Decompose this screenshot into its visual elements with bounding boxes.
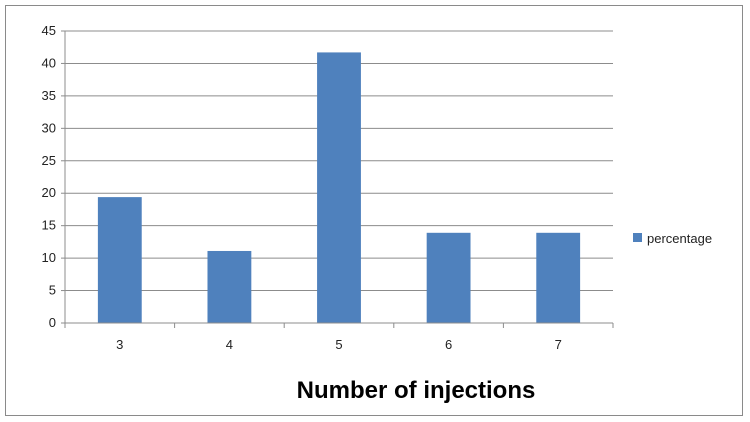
- x-axis-ticks: 3 4 5 6 7: [64, 323, 614, 352]
- bars: [97, 52, 581, 324]
- y-tick-label-35: 35: [42, 88, 56, 103]
- legend-swatch-percentage: [633, 233, 642, 242]
- x-tick-label-6: 6: [445, 337, 452, 352]
- y-tick-label-45: 45: [42, 23, 56, 38]
- bar-4: [207, 250, 252, 323]
- legend-label-percentage: percentage: [647, 231, 712, 246]
- x-tick-label-5: 5: [335, 337, 342, 352]
- bar-5: [317, 52, 361, 324]
- bar-7: [536, 232, 581, 323]
- y-tick-label-25: 25: [42, 153, 56, 168]
- y-tick-label-30: 30: [42, 120, 56, 135]
- legend: percentage: [633, 231, 712, 246]
- y-tick-label-5: 5: [49, 283, 56, 298]
- x-tick-label-4: 4: [226, 337, 233, 352]
- y-tick-label-15: 15: [42, 218, 56, 233]
- axes: [64, 31, 613, 324]
- x-tick-label-3: 3: [116, 337, 123, 352]
- y-tick-label-10: 10: [42, 250, 56, 265]
- y-tick-label-20: 20: [42, 185, 56, 200]
- y-tick-label-40: 40: [42, 55, 56, 70]
- y-axis-ticks: 0 5 10 15 20 25 30 35 40 45: [42, 23, 65, 330]
- bar-6: [426, 232, 471, 323]
- x-axis-title: Number of injections: [297, 377, 536, 404]
- x-tick-label-7: 7: [555, 337, 562, 352]
- bar-3: [97, 197, 142, 323]
- y-tick-label-0: 0: [49, 315, 56, 330]
